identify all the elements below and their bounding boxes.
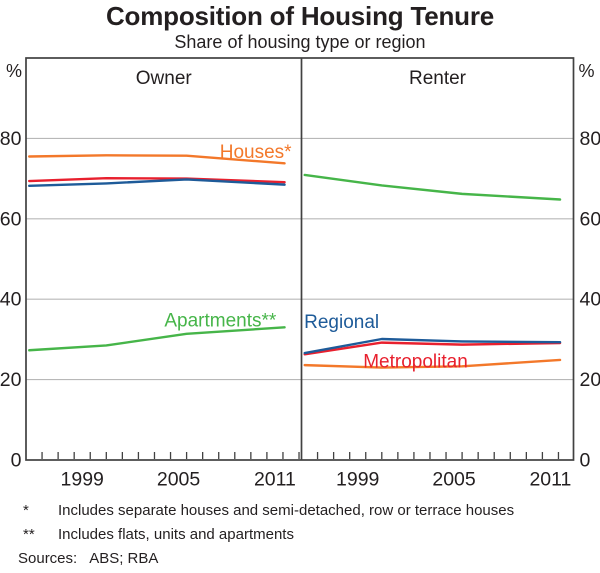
series-line-renter-apartments [303,173,562,201]
series-line-owner-apartments [28,326,286,352]
chart-subtitle: Share of housing type or region [174,32,426,52]
series-line-renter-regional [303,337,562,355]
series-line-renter-houses [303,358,562,369]
x-axis-label-2005: 2005 [432,469,476,491]
series-label-regional: Regional [304,312,379,333]
x-axis-label-1999: 1999 [336,469,379,491]
sources-line: Sources: ABS; RBA [18,547,590,571]
y-axis-unit-right: % [579,61,595,81]
footnote-2-text: Includes flats, units and apartments [58,526,294,543]
y-axis-label-left-60: 60 [0,208,22,230]
y-axis-label-left-80: 80 [0,128,22,150]
sources-label: Sources: [18,550,78,567]
series-label-houses: Houses* [220,142,292,163]
footnote-2: ** Includes flats, units and apartments [18,523,590,547]
x-axis-label-1999: 1999 [61,469,104,491]
y-axis-label-left-40: 40 [0,289,22,311]
y-axis-label-right-80: 80 [580,128,600,150]
series-label-apartments: Apartments** [164,311,277,332]
panel-title-renter: Renter [409,68,467,89]
series-line-owner-metropolitan [28,176,286,184]
series-line-owner-houses [28,154,286,165]
y-axis-label-right-20: 20 [580,369,600,391]
y-axis-label-right-40: 40 [580,289,600,311]
panel-title-owner: Owner [136,68,193,89]
x-axis-label-2011: 2011 [529,469,571,491]
y-axis-label-right-60: 60 [580,208,600,230]
x-axis-label-2011: 2011 [254,469,296,491]
footnotes: * Includes separate houses and semi-detac… [18,499,590,571]
sources-value: ABS; RBA [89,550,159,567]
y-axis-label-left-0: 0 [11,450,22,472]
footnote-1-marker: * [23,502,29,519]
footnote-1-text: Includes separate houses and semi-detach… [58,502,515,519]
series-line-renter-metropolitan [303,341,562,356]
footnote-1: * Includes separate houses and semi-detac… [18,499,590,523]
y-axis-unit-left: % [6,61,22,81]
y-axis-label-left-20: 20 [0,369,22,391]
x-axis-label-2005: 2005 [157,469,201,491]
footnote-2-marker: ** [23,526,35,543]
plot-border [25,57,575,461]
series-label-metropolitan: Metropolitan [363,352,468,373]
y-axis-label-right-0: 0 [580,450,591,472]
chart-title: Composition of Housing Tenure [105,1,495,31]
series-line-owner-regional [28,178,286,188]
